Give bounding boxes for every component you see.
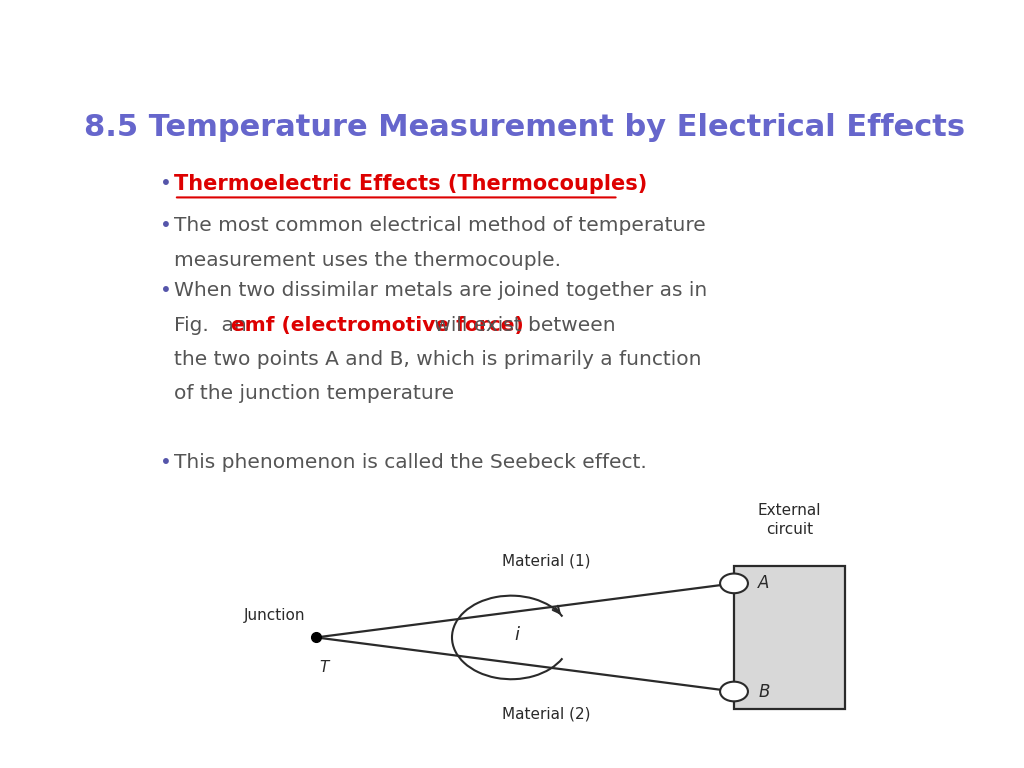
Text: will exist between: will exist between [428, 316, 615, 335]
Text: •: • [160, 174, 172, 193]
Text: of the junction temperature: of the junction temperature [174, 384, 455, 403]
Text: A: A [759, 574, 770, 592]
Text: •: • [160, 453, 172, 472]
Text: B: B [759, 683, 770, 700]
Text: 8.5 Temperature Measurement by Electrical Effects: 8.5 Temperature Measurement by Electrica… [84, 113, 966, 142]
Text: When two dissimilar metals are joined together as in: When two dissimilar metals are joined to… [174, 281, 708, 300]
Text: Material (2): Material (2) [502, 707, 590, 721]
Text: Thermoelectric Effects (Thermocouples): Thermoelectric Effects (Thermocouples) [174, 174, 647, 194]
Text: External
circuit: External circuit [758, 503, 821, 537]
Text: T: T [319, 660, 329, 674]
Text: •: • [160, 281, 172, 300]
Text: i: i [514, 626, 519, 644]
Text: •: • [160, 217, 172, 235]
Text: Junction: Junction [245, 607, 306, 623]
Circle shape [720, 682, 748, 701]
Text: Material (1): Material (1) [502, 554, 590, 568]
Text: the two points A and B, which is primarily a function: the two points A and B, which is primari… [174, 350, 701, 369]
Circle shape [720, 574, 748, 593]
Text: This phenomenon is called the Seebeck effect.: This phenomenon is called the Seebeck ef… [174, 453, 647, 472]
Text: measurement uses the thermocouple.: measurement uses the thermocouple. [174, 250, 561, 270]
Text: Fig.  an: Fig. an [174, 316, 253, 335]
Text: emf (electromotive force): emf (electromotive force) [231, 316, 524, 335]
Text: The most common electrical method of temperature: The most common electrical method of tem… [174, 217, 706, 235]
Bar [734, 566, 846, 709]
